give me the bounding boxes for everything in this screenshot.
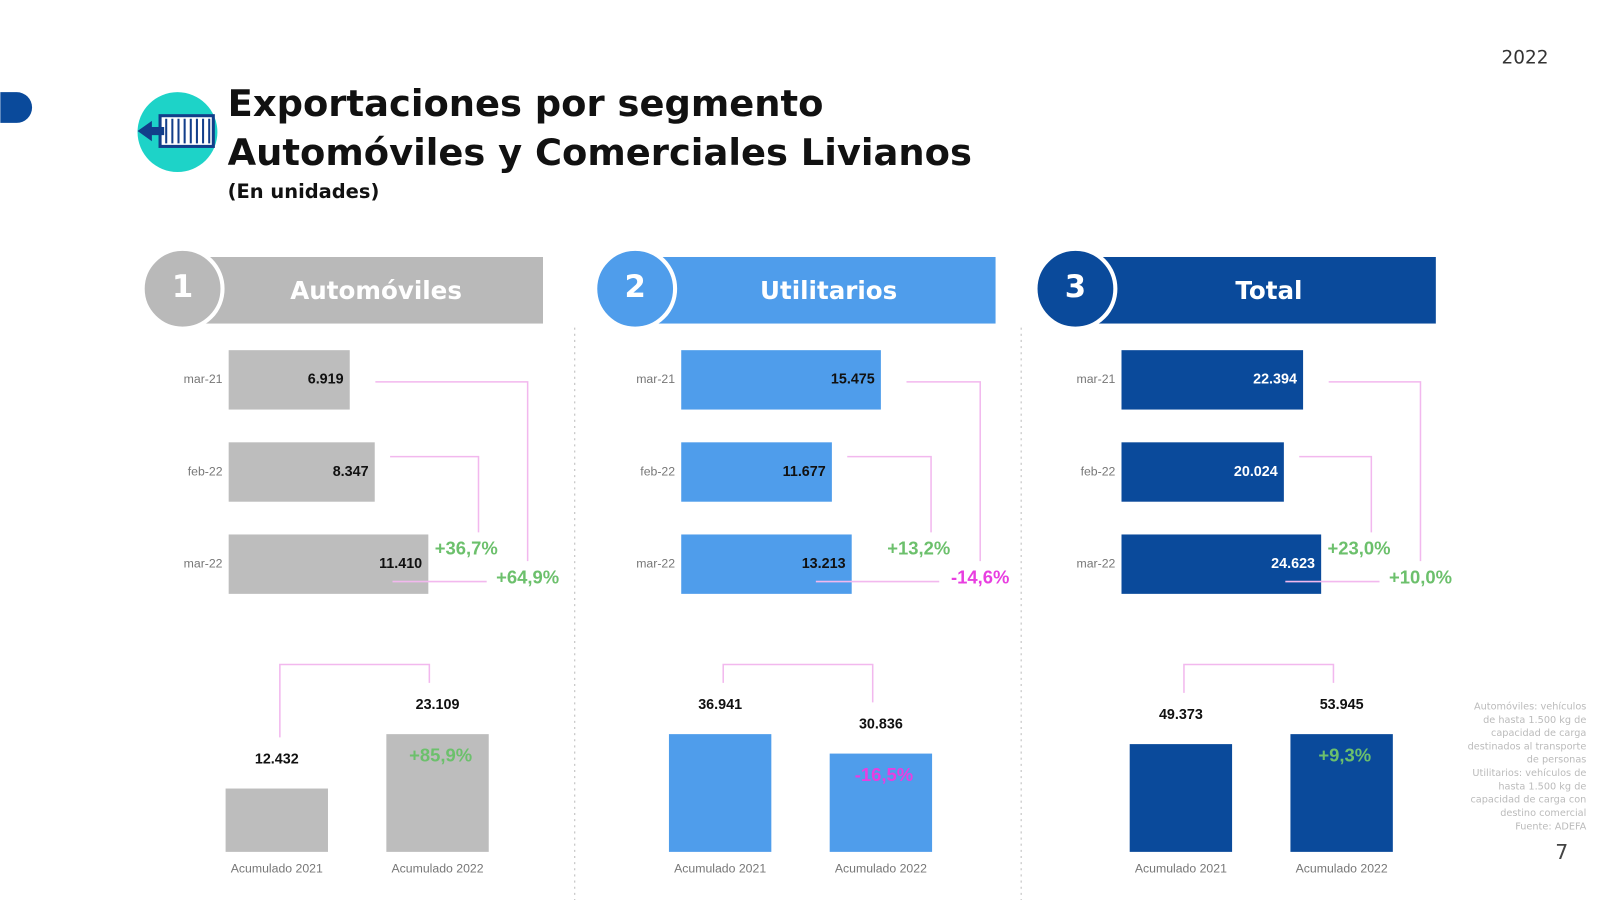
footnote-line: capacidad de carga con: [1470, 795, 1586, 806]
category-label: mar-22: [636, 556, 675, 570]
footnote-line: de personas: [1527, 755, 1587, 766]
connector: [1183, 663, 1335, 693]
change-label: +23,0%: [1328, 538, 1391, 559]
value-label: 36.941: [698, 697, 742, 713]
footnote-line: hasta 1.500 kg de: [1498, 781, 1586, 792]
bar: [668, 734, 772, 852]
category-label: mar-22: [184, 556, 223, 570]
change-label: -14,6%: [951, 566, 1009, 587]
value-label: 15.475: [831, 372, 875, 388]
connector: [375, 381, 529, 562]
connector: [279, 663, 431, 738]
connector: [390, 455, 480, 533]
bar: [228, 442, 375, 502]
value-label: 11.677: [783, 464, 826, 480]
value-label: 6.919: [308, 372, 344, 388]
bar: [681, 534, 852, 594]
bar: [1121, 350, 1304, 410]
bar: [681, 442, 832, 502]
bar: [829, 753, 933, 852]
category-label: Acumulado 2022: [1296, 862, 1388, 876]
change-label: +13,2%: [887, 538, 950, 559]
panel-header: [657, 256, 996, 324]
value-label: 49.373: [1159, 707, 1203, 723]
value-label: 11.410: [379, 556, 422, 572]
panel-number-circle: [1033, 246, 1118, 331]
footnote-line: destinados al transporte: [1468, 741, 1587, 752]
connector: [906, 381, 981, 562]
panel-number-circle: [140, 246, 225, 331]
bar: [1121, 442, 1284, 502]
bar: [1129, 744, 1233, 852]
category-label: Acumulado 2022: [835, 862, 927, 876]
panel-title: Utilitarios: [760, 276, 897, 305]
year: 2022: [1502, 47, 1549, 68]
change-label: +10,0%: [1389, 566, 1452, 587]
change-label: +9,3%: [1318, 745, 1371, 766]
footnote-line: Fuente: ADEFA: [1515, 821, 1586, 832]
value-label: 12.432: [255, 752, 299, 768]
bar: [228, 350, 350, 410]
value-label: 20.024: [1234, 464, 1278, 480]
category-label: feb-22: [640, 464, 675, 478]
category-label: mar-21: [1076, 372, 1115, 386]
side-tab: [0, 92, 33, 123]
value-label: 24.623: [1271, 556, 1315, 572]
category-label: mar-21: [184, 372, 223, 386]
bar: [1121, 534, 1322, 594]
category-label: Acumulado 2021: [1135, 862, 1227, 876]
panel-title: Automóviles: [290, 276, 462, 305]
panel-header: [205, 256, 544, 324]
bar: [386, 734, 489, 852]
subtitle: (En unidades): [228, 180, 380, 203]
change-label: -16,5%: [855, 764, 913, 785]
value-label: 13.213: [802, 556, 846, 572]
bar: [1290, 734, 1393, 852]
category-label: feb-22: [1081, 464, 1116, 478]
footnote-line: Automóviles: vehículos: [1474, 700, 1586, 712]
category-label: Acumulado 2021: [674, 862, 766, 876]
panel-number: 2: [624, 269, 645, 305]
connector: [1328, 381, 1422, 562]
value-label: 8.347: [333, 464, 369, 480]
category-label: mar-21: [636, 372, 675, 386]
footnote-line: Utilitarios: vehículos de: [1472, 767, 1586, 779]
change-label: +64,9%: [496, 566, 559, 587]
value-label: 53.945: [1320, 697, 1364, 713]
panel-number: 3: [1065, 269, 1086, 305]
category-label: feb-22: [188, 464, 223, 478]
panel-title: Total: [1235, 276, 1302, 305]
connector: [847, 455, 932, 533]
bar: [681, 350, 881, 410]
panel-header: [1097, 256, 1436, 324]
category-label: Acumulado 2021: [231, 862, 323, 876]
category-label: Acumulado 2022: [392, 862, 484, 876]
footnote-line: destino comercial: [1500, 808, 1586, 819]
title-line: Automóviles y Comerciales Livianos: [228, 131, 972, 174]
panel-number: 1: [172, 269, 193, 305]
footnote-line: de hasta 1.500 kg de: [1483, 715, 1586, 726]
value-label: 30.836: [859, 717, 903, 733]
bar: [225, 788, 328, 852]
change-label: +36,7%: [435, 538, 498, 559]
connector: [1299, 455, 1373, 533]
value-label: 23.109: [416, 697, 460, 713]
connector: [722, 663, 874, 703]
page-number: 7: [1555, 840, 1568, 864]
truck-icon: [137, 92, 218, 173]
footnote-line: capacidad de carga: [1491, 728, 1586, 739]
category-label: mar-22: [1076, 556, 1115, 570]
bar: [228, 534, 429, 594]
title-line: Exportaciones por segmento: [228, 82, 824, 125]
change-label: +85,9%: [409, 745, 472, 766]
value-label: 22.394: [1253, 372, 1297, 388]
panel-number-circle: [593, 246, 678, 331]
